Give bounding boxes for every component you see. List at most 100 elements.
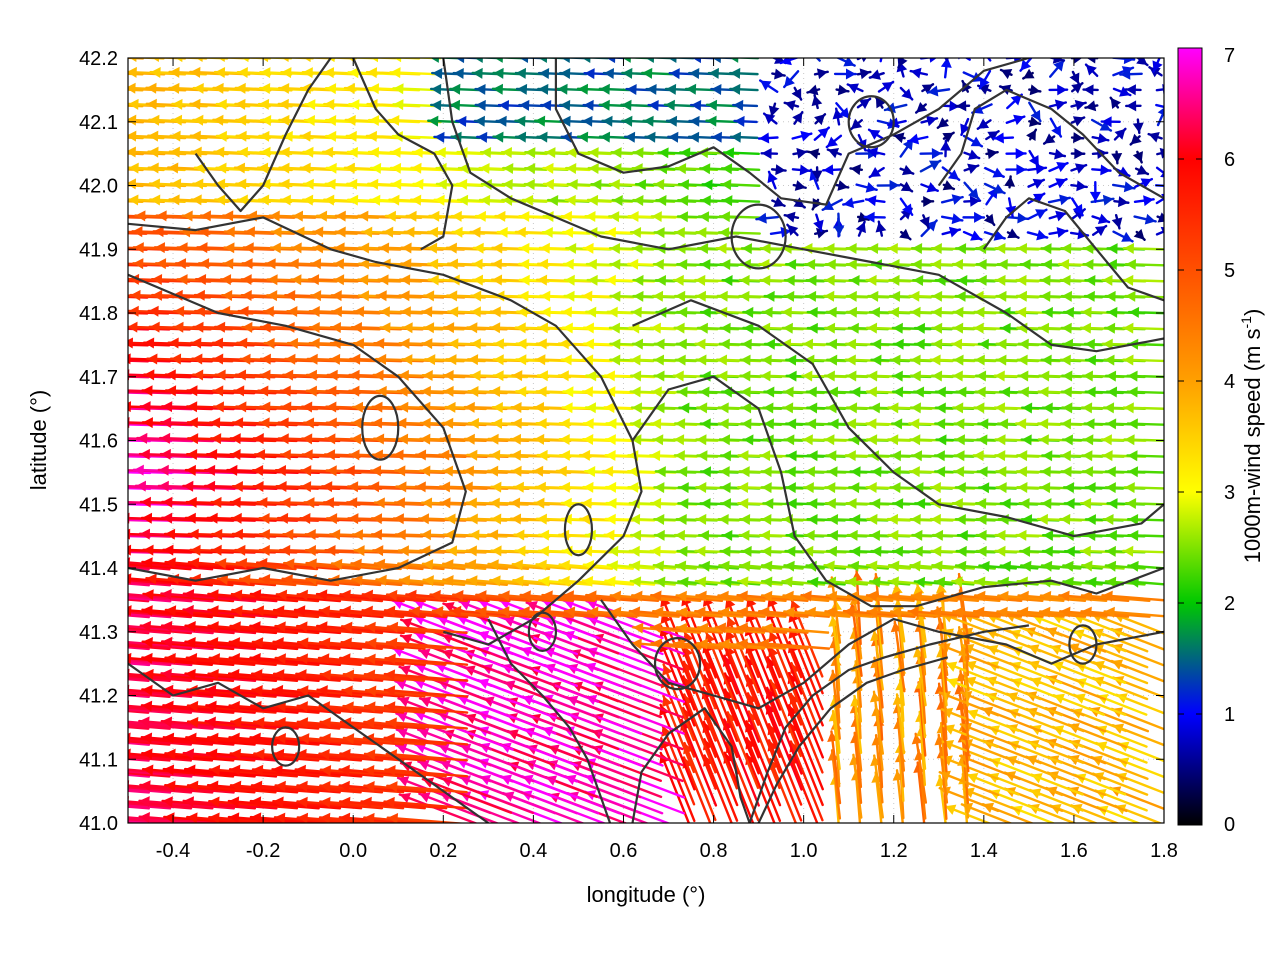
wind-vector-head [464, 401, 475, 413]
wind-vector-head [317, 210, 328, 222]
wind-vector-head [660, 677, 672, 689]
wind-vector-head [1101, 116, 1112, 128]
wind-vector-shaft [662, 663, 696, 742]
wind-vector-shaft [319, 800, 405, 810]
wind-vector-head [1105, 290, 1116, 302]
wind-vector-shaft [385, 593, 468, 603]
wind-vector-shaft [186, 720, 277, 730]
wind-vector-head [83, 83, 93, 94]
wind-vector-head [824, 242, 835, 254]
wind-vector-head [264, 337, 275, 349]
wind-vector-shaft [804, 610, 873, 618]
wind-vector-head [1106, 370, 1117, 382]
wind-vector-head [319, 748, 330, 760]
wind-vector-head [1119, 86, 1131, 97]
colorbar-tick-label: 1 [1224, 704, 1235, 726]
wind-vector-shaft [184, 624, 278, 635]
wind-vector-head [326, 465, 337, 477]
wind-vector-head [498, 99, 510, 111]
wind-vector-head [743, 322, 754, 334]
wind-vector-shaft [350, 562, 424, 571]
wind-vector-head [846, 258, 857, 270]
wind-vector-shaft [206, 736, 299, 746]
wind-vector-head [515, 67, 527, 79]
wind-vector-head [128, 385, 129, 397]
wind-vector-shaft [250, 784, 341, 794]
wind-vector-head [1043, 529, 1054, 541]
colorbar [1177, 47, 1203, 826]
wind-vector-head [965, 660, 977, 672]
wind-vector-shaft [252, 608, 341, 619]
wind-vector-shaft [757, 641, 831, 650]
wind-vector-head [887, 242, 898, 254]
wind-vector-shaft [429, 593, 511, 603]
wind-vector-head [1018, 590, 1029, 602]
wind-vector-shaft [128, 816, 212, 823]
wind-vector-head [869, 691, 881, 703]
wind-vector-head [139, 448, 150, 460]
wind-vector-head [327, 369, 338, 381]
wind-vector-head [197, 242, 208, 254]
wind-vector-head [787, 224, 799, 236]
wind-vector-head [128, 114, 137, 126]
wind-vector-head [372, 529, 383, 541]
wind-vector-head [263, 305, 274, 317]
wind-vector-head [152, 289, 163, 301]
wind-vector-head [129, 273, 140, 285]
wind-vector-shaft [736, 594, 809, 603]
wind-vector-head [923, 195, 934, 207]
wind-vector-head [152, 273, 163, 285]
wind-vector-head [98, 669, 108, 680]
wind-vector-head [611, 147, 622, 159]
wind-vector-head [252, 637, 264, 649]
y-axis: 41.041.141.241.341.441.541.641.741.841.9… [79, 48, 1164, 835]
wind-vector-head [353, 401, 364, 413]
wind-vector-head [1081, 590, 1093, 602]
wind-vector-head [160, 432, 171, 444]
wind-vector-head [378, 274, 389, 286]
wind-vector-head [931, 545, 942, 557]
wind-vector-head [826, 402, 837, 414]
wind-vector-shaft [746, 674, 781, 759]
wind-vector-head [215, 194, 226, 206]
wind-vector-head [185, 668, 196, 680]
wind-vector-head [135, 480, 147, 492]
wind-vector-shaft [726, 711, 760, 789]
wind-vector-head [974, 211, 984, 223]
wind-vector-head [205, 464, 216, 476]
wind-vector-head [133, 258, 144, 270]
wind-vector-head [1123, 545, 1134, 557]
wind-vector-head [139, 812, 150, 823]
wind-vector-shaft [249, 799, 342, 810]
wind-vector-head [1123, 354, 1134, 366]
wind-vector-head [740, 560, 751, 572]
wind-vector-shaft [1080, 594, 1151, 602]
wind-vector-head [859, 68, 871, 80]
wind-vector-shaft [874, 733, 884, 804]
wind-vector-head [526, 601, 538, 612]
wind-vector-head [954, 450, 965, 462]
wind-vector-head [952, 497, 963, 509]
wind-vector-shaft [128, 577, 214, 587]
wind-vector-head [633, 290, 644, 302]
wind-vector-head [1028, 155, 1039, 167]
wind-vector-head [232, 528, 244, 540]
wind-vector-shaft [318, 640, 405, 650]
wind-vector-head [675, 290, 686, 302]
colorbar-title-end: ) [1240, 309, 1265, 316]
wind-vector-head [893, 386, 904, 398]
wind-vector-shaft [128, 725, 150, 730]
wind-vector-head [1083, 258, 1094, 270]
wind-vector-shaft [451, 593, 532, 603]
wind-vector-head [891, 583, 903, 595]
wind-vector-head [730, 67, 741, 79]
wind-vector-shaft [253, 720, 341, 730]
wind-vector-shaft [761, 626, 830, 634]
wind-vector-head [807, 306, 818, 318]
wind-vector-head [398, 401, 409, 413]
wind-vector-shaft [274, 656, 362, 666]
wind-vector-head [1084, 290, 1095, 302]
wind-vector-head [1105, 576, 1117, 588]
wind-vector-head [92, 401, 102, 412]
wind-vector-head [150, 194, 161, 206]
